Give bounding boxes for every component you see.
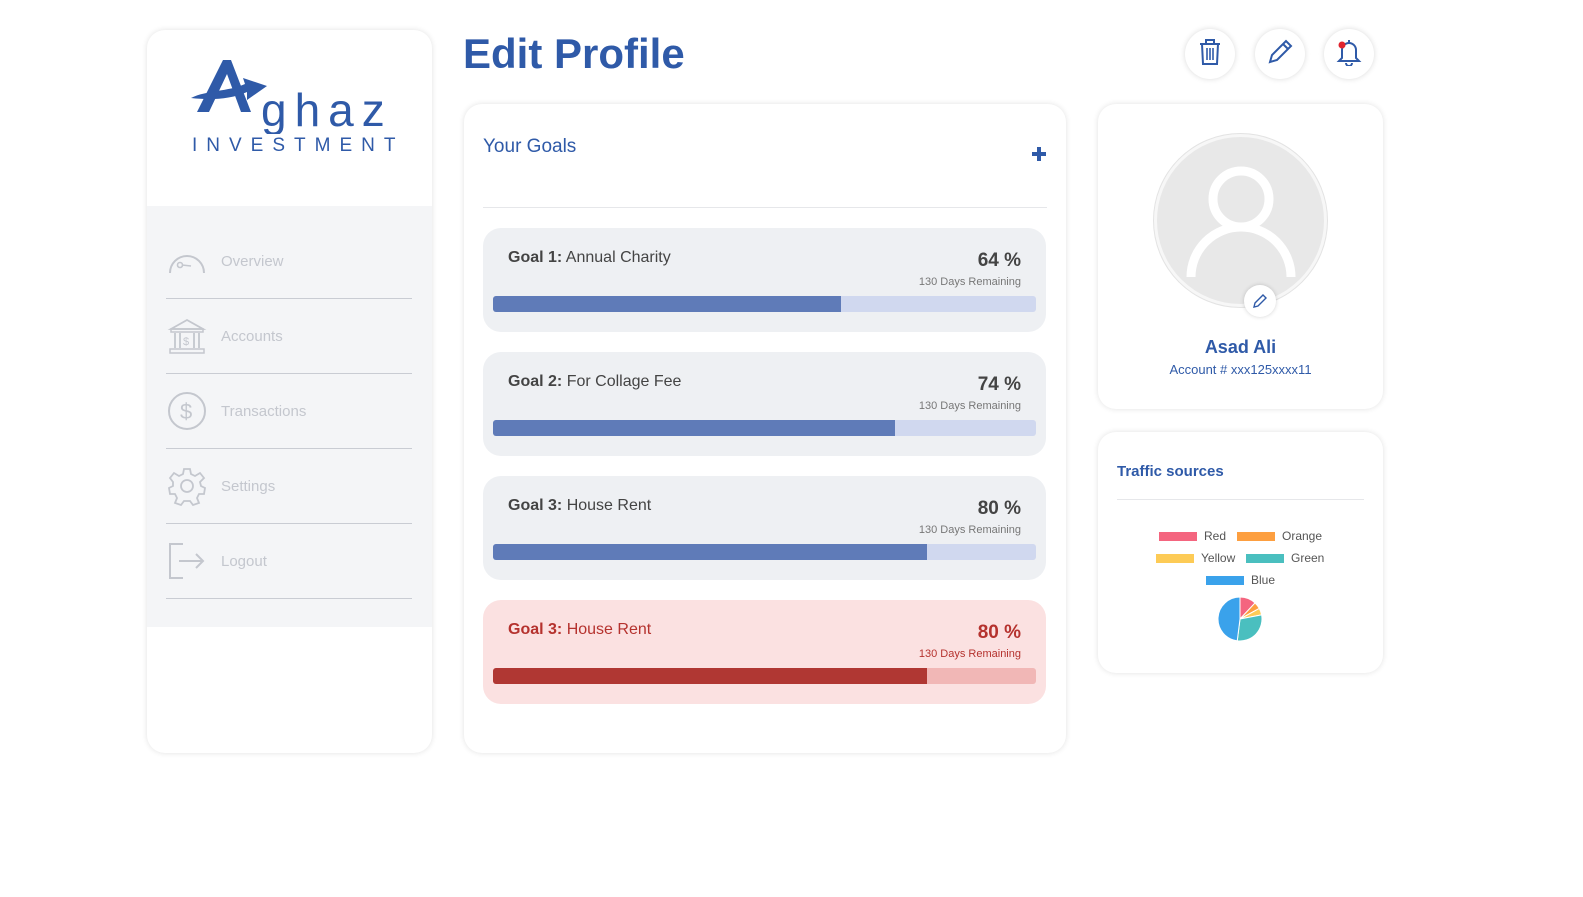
goal-progress-bar [493,296,1036,312]
goal-progress-fill [493,544,928,560]
divider [483,207,1047,208]
legend-swatch [1156,553,1194,563]
goal-percent: 80 % [977,498,1021,519]
aghaz-logo-icon: ghaz [191,60,393,134]
traffic-pie-chart[interactable] [1217,596,1263,642]
bank-icon: $ [166,315,208,357]
goal-remaining: 130 Days Remaining [918,648,1021,660]
pie-slice-blue[interactable] [1217,596,1241,642]
profile-name: Asad Ali [1204,337,1277,357]
pencil-icon [1253,294,1267,308]
pencil-icon [1266,38,1294,71]
svg-text:ghaz: ghaz [261,84,393,134]
legend-label: Blue [1251,573,1276,587]
sidebar-item-accounts[interactable]: $ Accounts [166,299,412,374]
legend-item[interactable]: Red [1159,529,1226,543]
brand-subtitle: INVESTMENT [192,135,405,156]
sidebar-item-transactions[interactable]: $ Transactions [166,374,412,449]
goal-name: Goal 1: Annual Charity [508,249,671,266]
goal-card[interactable]: Goal 1: Annual Charity 64 % 130 Days Rem… [483,228,1046,332]
goal-name: Goal 3: House Rent [508,497,652,514]
notifications-button[interactable] [1324,29,1374,79]
divider [1117,499,1364,500]
edit-avatar-button[interactable] [1244,285,1276,317]
goal-progress-bar [493,668,1036,684]
goal-percent: 64 % [977,250,1021,271]
goal-remaining: 130 Days Remaining [918,524,1021,536]
sidebar-item-label: Accounts [221,327,283,345]
legend-item[interactable]: Yellow [1156,551,1235,565]
legend-item[interactable]: Blue [1206,573,1275,587]
goal-progress-fill [493,420,895,436]
gear-icon [166,465,208,507]
goal-progress-fill [493,668,928,684]
sidebar-item-label: Transactions [221,402,307,420]
logout-icon [166,540,208,582]
user-icon [1186,166,1296,278]
sidebar-item-label: Overview [221,252,284,270]
goal-percent: 80 % [977,622,1021,643]
profile-account: Account # xxx125xxxx11 [1169,362,1312,377]
edit-button[interactable] [1255,29,1305,79]
bell-icon [1335,38,1363,71]
pie-slice-green[interactable] [1236,614,1263,642]
add-goal-button[interactable] [1031,146,1047,162]
goal-card[interactable]: Goal 3: House Rent 80 % 130 Days Remaini… [483,476,1046,580]
legend-swatch [1237,531,1275,541]
sidebar: ghaz INVESTMENT Overview $ Accounts $ Tr… [147,30,432,753]
sidebar-nav: Overview $ Accounts $ Transactions Setti… [147,206,432,627]
gauge-icon [166,240,208,282]
page-title: Edit Profile [463,30,685,77]
goal-remaining: 130 Days Remaining [918,276,1021,288]
legend-label: Orange [1282,529,1323,543]
brand-logo[interactable]: ghaz INVESTMENT [147,30,432,206]
trash-icon [1198,38,1222,71]
profile-card: Asad Ali Account # xxx125xxxx11 [1098,104,1383,409]
legend-item[interactable]: Orange [1237,529,1322,543]
goal-percent: 74 % [977,374,1021,395]
sidebar-item-settings[interactable]: Settings [166,449,412,524]
legend-swatch [1206,575,1244,585]
goal-progress-fill [493,296,841,312]
goal-remaining: 130 Days Remaining [918,400,1021,412]
sidebar-item-label: Settings [221,477,276,495]
legend-label: Green [1291,551,1325,565]
dollar-circle-icon: $ [166,390,208,432]
sidebar-item-label: Logout [221,552,267,570]
sidebar-item-overview[interactable]: Overview [166,224,412,299]
goal-name: Goal 3: House Rent [508,621,652,638]
goal-progress-bar [493,544,1036,560]
goal-card[interactable]: Goal 2: For Collage Fee 74 % 130 Days Re… [483,352,1046,456]
svg-text:$: $ [183,336,189,348]
legend-label: Red [1204,529,1227,543]
goal-progress-bar [493,420,1036,436]
svg-text:$: $ [180,399,192,424]
traffic-title: Traffic sources [1117,463,1224,480]
plus-icon [1032,147,1046,161]
goals-title: Your Goals [483,136,577,157]
legend-swatch [1246,553,1284,563]
legend-label: Yellow [1201,551,1236,565]
goal-name: Goal 2: For Collage Fee [508,373,682,390]
legend-swatch [1159,531,1197,541]
sidebar-item-logout[interactable]: Logout [166,524,412,599]
goals-card: Your Goals Goal 1: Annual Charity 64 % 1… [464,104,1066,753]
legend-item[interactable]: Green [1246,551,1324,565]
avatar[interactable] [1154,134,1327,307]
traffic-card: Traffic sources Red Orange Yellow Green … [1098,432,1383,673]
delete-button[interactable] [1185,29,1235,79]
goal-card-alert[interactable]: Goal 3: House Rent 80 % 130 Days Remaini… [483,600,1046,704]
